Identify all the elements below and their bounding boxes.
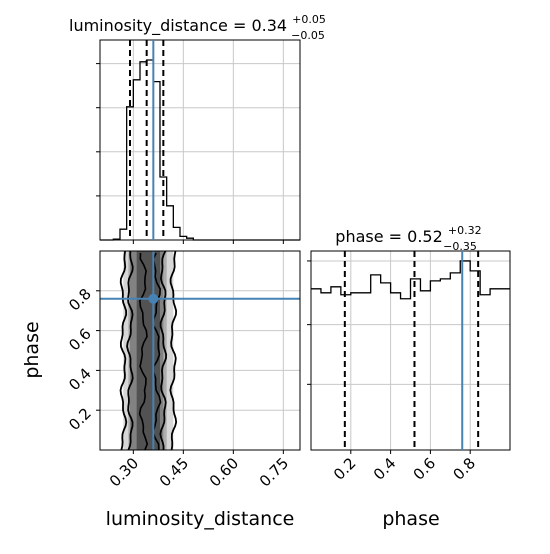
contour-line [159, 251, 168, 450]
phase-title-base: phase = 0.52 [335, 227, 442, 246]
y-axis-label-phase: phase [21, 321, 43, 378]
phase-histogram-panel: 0.2 0.4 0.6 0.8 [307, 250, 511, 484]
contour-line [119, 251, 128, 450]
x-tick-label: 0.4 [370, 454, 400, 484]
histogram-step [311, 260, 510, 300]
x-tick-label: 0.8 [449, 454, 479, 484]
scatter-contour-panel: 0.30 0.45 0.60 0.75 0.2 0.4 0.6 0.8 [65, 250, 301, 490]
contour-line [152, 252, 162, 450]
y-tick-label: 0.8 [65, 285, 95, 315]
panel-frame [99, 250, 301, 451]
scatter-plot-area [100, 251, 300, 450]
lumdist-title: luminosity_distance = 0.34 +0.05 −0.05 [69, 8, 331, 42]
x-tick-label: 0.2 [330, 454, 360, 484]
y-tick-label: 0.4 [65, 365, 95, 395]
x-tick-label: 0.30 [106, 454, 142, 490]
truth-marker [148, 293, 159, 304]
x-axis-label-phase: phase [382, 508, 439, 530]
x-axis-label-lumdist: luminosity_distance [106, 508, 295, 530]
lumdist-title-base: luminosity_distance = 0.34 [69, 16, 287, 36]
y-tick-label: 0.2 [65, 404, 95, 434]
histogram-step [100, 59, 300, 241]
phase-title-sup: +0.32 [448, 224, 482, 237]
lumdist-title-sub: −0.05 [291, 29, 325, 42]
contour-line [169, 251, 178, 450]
x-tick-label: 0.45 [156, 454, 192, 490]
lumdist-title-sup: +0.05 [292, 13, 326, 26]
phase-title-sub: −0.35 [443, 240, 477, 253]
x-tick-label: 0.75 [256, 454, 292, 490]
contour-line [126, 251, 134, 450]
x-tick-label: 0.60 [206, 454, 242, 490]
y-tick-label: 0.6 [65, 325, 95, 355]
phase-title: phase = 0.52 +0.32 −0.35 [335, 219, 486, 253]
contour-line [138, 252, 149, 450]
panel-frame [310, 250, 511, 451]
lumdist-histogram-panel [96, 39, 301, 244]
x-tick-label: 0.6 [410, 454, 440, 484]
